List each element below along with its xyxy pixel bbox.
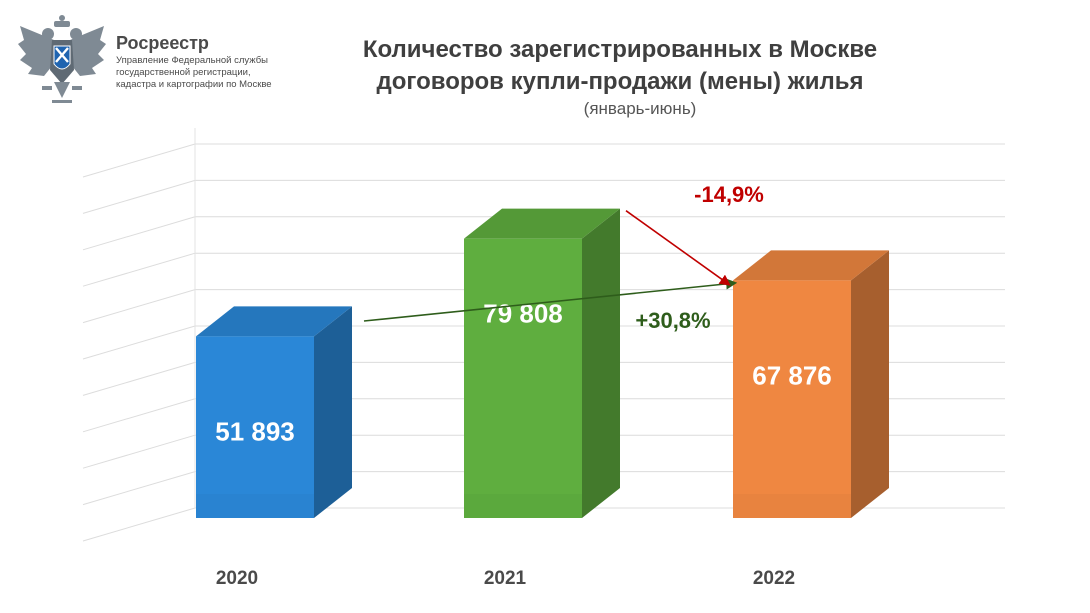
- x-tick-label: 2020: [216, 568, 258, 589]
- bar-front: [733, 280, 851, 518]
- bar-top: [464, 208, 620, 239]
- org-header: Росреестр Управление Федеральной службы …: [116, 33, 336, 91]
- bar-side: [582, 208, 620, 518]
- bar-shadow: [733, 494, 851, 518]
- bar-front: [196, 336, 314, 518]
- chart-title-block: Количество зарегистрированных в Москве д…: [290, 34, 950, 120]
- chart-subtitle: (январь-июнь): [583, 99, 697, 118]
- annotation-arrow: [363, 278, 738, 322]
- chart-title: Количество зарегистрированных в Москве д…: [362, 36, 878, 95]
- bar-shadow: [196, 494, 314, 518]
- bar-2022: 67 876: [733, 250, 889, 518]
- bar-side: [851, 250, 889, 518]
- bar-front: [464, 238, 582, 518]
- annotation-growth: +30,8%: [363, 278, 738, 333]
- bar-side: [314, 306, 352, 518]
- grid: [82, 128, 1005, 542]
- x-tick-label: 2021: [484, 568, 527, 589]
- gridline: [82, 179, 1005, 214]
- value-label: 79 808: [483, 299, 563, 329]
- gridline: [82, 143, 1005, 178]
- annotation-label: -14,9%: [694, 182, 764, 207]
- annotation-label: +30,8%: [635, 308, 710, 333]
- bar-top: [196, 306, 352, 337]
- org-name: Росреестр: [116, 33, 209, 53]
- value-label: 67 876: [752, 360, 832, 390]
- bar-top: [733, 250, 889, 281]
- annotation-decline: -14,9%: [625, 182, 764, 286]
- org-description: Управление Федеральной службы государств…: [116, 55, 272, 90]
- annotation-arrow: [625, 210, 731, 286]
- bar-shadow: [464, 494, 582, 518]
- bar-2020: 51 893: [196, 306, 352, 518]
- x-tick-label: 2022: [753, 568, 795, 589]
- bar-2021: 79 808: [464, 208, 620, 518]
- value-label: 51 893: [215, 416, 295, 446]
- rosreestr-logo-icon: [18, 15, 106, 103]
